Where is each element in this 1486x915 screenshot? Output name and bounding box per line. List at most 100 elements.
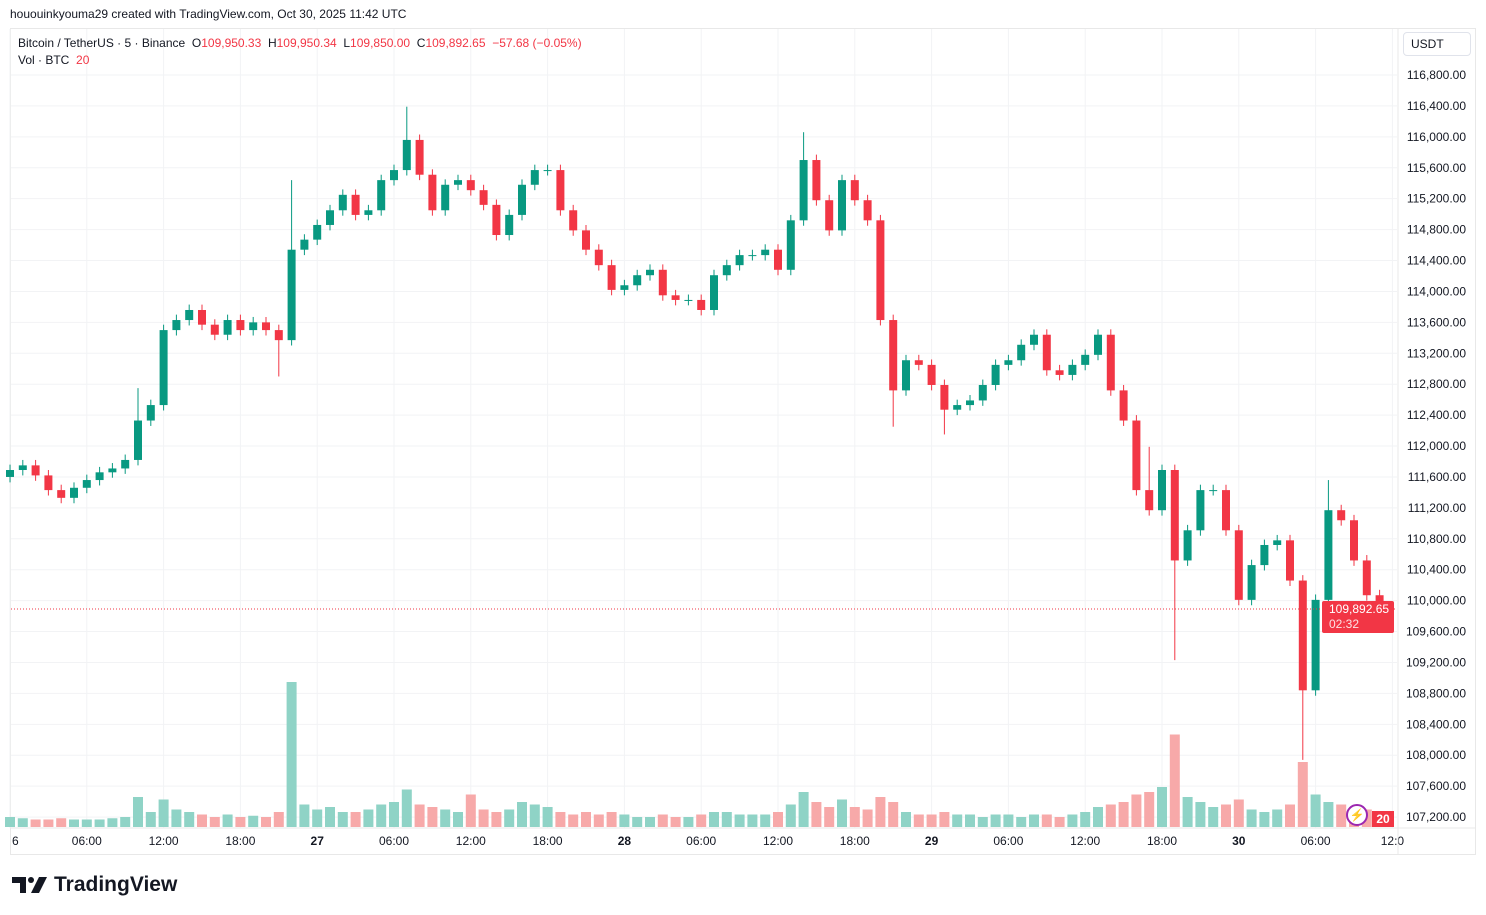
time-axis-label: 27	[311, 834, 325, 848]
time-axis-label: 06:00	[1301, 834, 1331, 848]
candle-body	[351, 194, 360, 215]
volume-bar	[952, 814, 963, 827]
volume-bar	[1208, 807, 1219, 827]
price-axis-label: 110,800.00	[1407, 532, 1466, 546]
volume-bar	[286, 682, 297, 827]
volume-bar	[542, 807, 553, 827]
volume-bar	[453, 812, 463, 827]
volume-bar	[209, 817, 220, 827]
volume-bar	[1169, 734, 1180, 827]
price-axis-label: 109,200.00	[1406, 655, 1466, 669]
candle-body	[876, 220, 885, 321]
candle-body	[1004, 360, 1013, 365]
candle-body	[390, 170, 398, 181]
volume-bar	[862, 809, 873, 827]
chart-credit: hououinkyouma29 created with TradingView…	[10, 7, 407, 21]
chart-legend: Bitcoin / TetherUS · 5 · Binance O109,95…	[18, 35, 582, 69]
candle-body	[134, 420, 142, 460]
price-axis-label: 115,600.00	[1407, 161, 1466, 175]
last-price-label: 109,892.65 02:32	[1322, 601, 1394, 633]
volume-bar	[696, 814, 707, 827]
candle-body	[236, 320, 245, 331]
candle-body	[364, 210, 373, 215]
volume-bar	[440, 809, 451, 827]
volume-bar	[977, 817, 988, 827]
volume-bar	[1323, 802, 1334, 827]
volume-bar	[1003, 814, 1014, 827]
volume-bar	[1157, 787, 1167, 827]
candle-body	[1068, 364, 1077, 375]
candle-body	[978, 384, 987, 401]
volume-label[interactable]: Vol · BTC	[18, 53, 70, 67]
volume-bar	[849, 807, 860, 827]
candle-body	[31, 465, 40, 476]
volume-bar	[30, 819, 41, 827]
price-axis-label: 108,400.00	[1406, 717, 1466, 731]
candle-body	[172, 320, 181, 331]
candle-body	[505, 214, 514, 236]
candle-body	[710, 275, 718, 310]
volume-bar	[312, 809, 323, 827]
candle-body	[466, 180, 475, 191]
candle-body	[1170, 470, 1179, 561]
candle-body	[185, 309, 194, 321]
candle-body	[274, 330, 283, 341]
volume-bar	[222, 814, 233, 827]
tradingview-logo: TradingView	[12, 873, 177, 897]
candle-body	[607, 265, 616, 290]
candle-body	[1119, 390, 1128, 421]
volume-bar	[657, 814, 668, 827]
candle-body	[620, 285, 629, 290]
candle-body	[863, 200, 872, 221]
volume-bar	[645, 817, 655, 827]
candle-body	[1081, 354, 1090, 365]
candle-body	[249, 322, 258, 331]
high-label: H	[267, 36, 277, 50]
price-axis-label: 114,400.00	[1407, 254, 1466, 268]
volume-bar	[824, 807, 835, 827]
candle-body	[902, 360, 910, 391]
candle-body	[582, 230, 590, 250]
volume-bar	[43, 819, 54, 827]
candle-body	[889, 320, 898, 391]
symbol-title[interactable]: Bitcoin / TetherUS · 5 · Binance	[18, 36, 186, 50]
volume-bar	[56, 818, 67, 827]
currency-button[interactable]: USDT	[1403, 32, 1471, 56]
candle-body	[518, 184, 526, 215]
volume-bar	[1093, 807, 1103, 827]
candle-body	[1324, 510, 1333, 600]
candle-body	[57, 490, 66, 498]
volume-bar	[1144, 792, 1155, 827]
volume-bar	[1105, 804, 1116, 827]
candle-body	[927, 364, 936, 385]
volume-bar	[17, 818, 28, 827]
candle-body	[761, 249, 770, 256]
price-axis-label: 107,200.00	[1406, 810, 1466, 824]
candle-body	[1362, 560, 1371, 596]
candle-body	[556, 170, 565, 211]
candle-body	[338, 194, 347, 211]
price-axis-label: 110,000.00	[1407, 594, 1466, 608]
candle-body	[722, 265, 731, 276]
volume-bar	[939, 812, 950, 827]
volume-bar	[581, 812, 591, 827]
volume-bar	[273, 812, 284, 827]
volume-bar	[670, 817, 681, 827]
volume-bar	[837, 799, 847, 827]
lightning-icon[interactable]: ⚡	[1346, 804, 1368, 826]
volume-bar	[5, 817, 15, 827]
time-axis-label: 06:00	[72, 834, 102, 848]
candle-body	[287, 249, 296, 341]
candle-body	[159, 330, 168, 406]
time-axis-label: 12:00	[1070, 834, 1100, 848]
candle-body	[1030, 334, 1038, 345]
volume-bar	[1041, 814, 1052, 827]
candle-body	[454, 180, 462, 185]
volume-bar	[785, 804, 796, 827]
volume-bar	[1272, 809, 1283, 827]
volume-bar	[389, 802, 399, 827]
candle-body	[748, 255, 757, 257]
volume-bar	[517, 802, 527, 827]
candle-body	[210, 324, 219, 335]
